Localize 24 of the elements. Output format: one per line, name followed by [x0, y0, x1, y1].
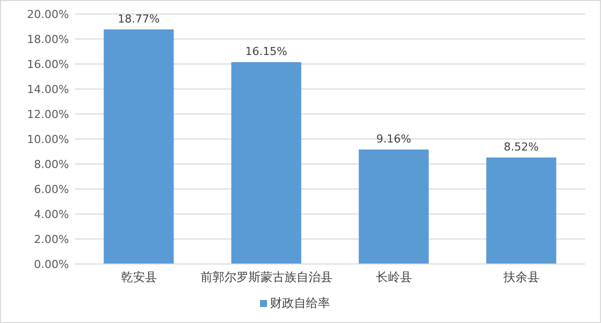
y-tick-label: 2.00%	[34, 233, 69, 246]
x-tick-label: 长岭县	[376, 270, 412, 284]
x-tick-label: 扶余县	[502, 270, 540, 284]
y-tick-label: 8.00%	[34, 158, 69, 171]
bar	[104, 29, 174, 264]
y-tick-label: 12.00%	[27, 108, 69, 121]
legend-label: 财政自给率	[270, 296, 330, 310]
y-tick-label: 14.00%	[27, 83, 69, 96]
y-tick-label: 6.00%	[34, 183, 69, 196]
data-label: 9.16%	[376, 132, 412, 146]
bar	[486, 158, 556, 264]
x-tick-label: 前郭尔罗斯蒙古族自治县	[200, 270, 332, 284]
y-tick-label: 0.00%	[34, 258, 69, 271]
y-tick-label: 4.00%	[34, 208, 69, 221]
x-tick-label: 乾安县	[120, 270, 157, 284]
data-label: 8.52%	[504, 140, 539, 154]
bar	[231, 62, 302, 264]
bar	[358, 150, 429, 264]
y-tick-label: 16.00%	[27, 58, 69, 71]
data-label: 16.15%	[245, 45, 288, 58]
y-tick-label: 18.00%	[27, 33, 69, 46]
y-tick-label: 10.00%	[27, 133, 69, 146]
data-label: 18.77%	[118, 12, 160, 26]
y-tick-label: 20.00%	[27, 8, 69, 21]
